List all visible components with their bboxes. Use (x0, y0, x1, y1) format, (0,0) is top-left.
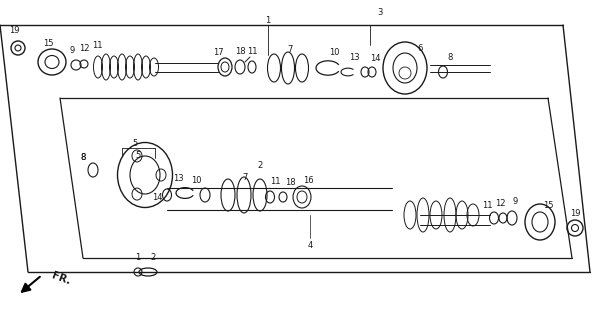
Text: 4: 4 (308, 241, 312, 250)
Text: 15: 15 (543, 201, 554, 210)
Text: 5: 5 (135, 150, 141, 159)
Text: 9: 9 (69, 45, 74, 54)
Text: 11: 11 (482, 201, 492, 210)
Text: 12: 12 (494, 199, 506, 209)
Text: 9: 9 (512, 197, 518, 206)
Text: 1: 1 (266, 15, 271, 25)
Text: 1: 1 (135, 253, 141, 262)
Text: 2: 2 (257, 161, 263, 170)
Text: 19: 19 (9, 26, 19, 35)
Text: 6: 6 (418, 44, 423, 52)
Text: 13: 13 (173, 173, 183, 182)
Text: 13: 13 (349, 52, 359, 61)
Text: 8: 8 (81, 153, 85, 162)
Text: 2: 2 (151, 253, 156, 262)
Text: 17: 17 (213, 47, 223, 57)
Text: FR.: FR. (50, 270, 71, 286)
Text: 12: 12 (79, 44, 89, 52)
Text: 18: 18 (235, 46, 245, 55)
Text: 14: 14 (370, 53, 380, 62)
Text: 14: 14 (152, 194, 162, 203)
Text: 10: 10 (329, 47, 339, 57)
Text: 7: 7 (287, 44, 293, 53)
Text: 18: 18 (285, 178, 295, 187)
Text: 15: 15 (43, 38, 54, 47)
Text: 8: 8 (81, 153, 85, 162)
Text: 3: 3 (378, 7, 383, 17)
Text: 19: 19 (569, 209, 580, 218)
Text: 11: 11 (270, 177, 280, 186)
Text: 16: 16 (303, 175, 313, 185)
Text: 8: 8 (447, 52, 453, 61)
Text: 11: 11 (92, 41, 102, 50)
Text: 11: 11 (247, 46, 257, 55)
Text: 10: 10 (191, 175, 201, 185)
Text: 5: 5 (132, 139, 138, 148)
Text: 7: 7 (242, 172, 248, 181)
